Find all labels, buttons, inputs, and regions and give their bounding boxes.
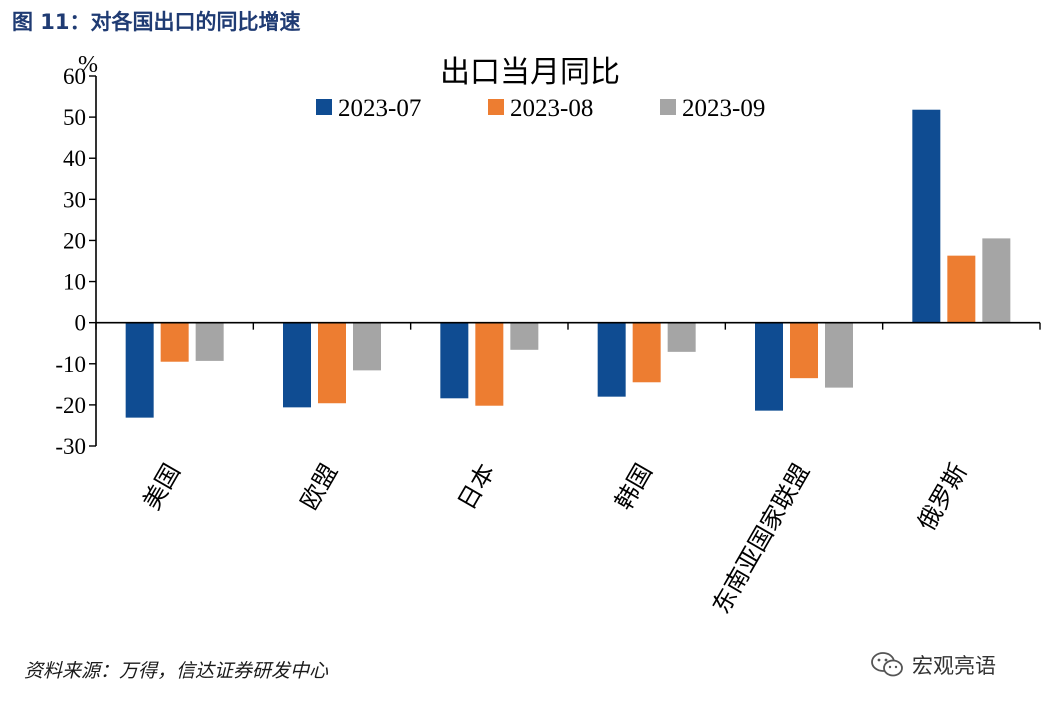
- y-tick-label: 30: [63, 187, 86, 212]
- category-label: 美国: [138, 459, 186, 515]
- y-tick-label: -30: [55, 434, 86, 459]
- bar-2023-07-美国: [125, 322, 154, 418]
- source-note: 资料来源：万得，信达证券研发中心: [24, 660, 329, 682]
- wechat-icon: [871, 652, 903, 677]
- category-label: 日本: [452, 459, 500, 515]
- bar-2023-09-日本: [510, 322, 539, 350]
- chart-title: 出口当月同比: [440, 55, 620, 90]
- bar-2023-09-韩国: [667, 322, 696, 352]
- bar-2023-07-欧盟: [283, 322, 311, 408]
- legend: 2023-07 2023-08 2023-09: [316, 95, 765, 122]
- bar-2023-08-东南亚国家联盟: [790, 322, 818, 379]
- bar-2023-07-东南亚国家联盟: [755, 322, 783, 411]
- y-tick-label: -10: [55, 352, 86, 377]
- category-labels: 美国 欧盟 日本 韩国 东南亚国家联盟 俄罗斯: [138, 459, 973, 618]
- y-tick-label: 20: [63, 228, 86, 253]
- y-tick-label: -20: [55, 393, 86, 418]
- category-label: 韩国: [610, 459, 658, 515]
- bar-2023-07-韩国: [597, 322, 626, 397]
- bar-2023-08-欧盟: [318, 322, 346, 404]
- watermark: 宏观亮语: [870, 648, 996, 682]
- y-tick-label: 40: [63, 146, 86, 171]
- bar-2023-08-美国: [160, 322, 189, 362]
- watermark-text: 宏观亮语: [912, 654, 996, 678]
- bar-2023-07-俄罗斯: [912, 109, 941, 323]
- x-axis: [95, 321, 1041, 330]
- legend-label: 2023-09: [682, 95, 765, 122]
- y-tick-label: 0: [75, 311, 87, 336]
- bar-2023-09-欧盟: [353, 322, 381, 371]
- category-label: 欧盟: [295, 459, 343, 515]
- category-label: 东南亚国家联盟: [707, 459, 815, 618]
- y-axis: 60 50 40 30 20 10 0 -10 -20 -30: [55, 64, 97, 459]
- y-unit-label: %: [78, 52, 98, 78]
- y-tick-label: 60: [63, 64, 86, 89]
- legend-label: 2023-07: [338, 95, 421, 122]
- y-tick-label: 50: [63, 105, 86, 130]
- bar-2023-07-日本: [440, 322, 469, 399]
- category-label: 俄罗斯: [912, 459, 972, 535]
- bar-2023-08-俄罗斯: [947, 255, 976, 323]
- figure-title: 图 11：对各国出口的同比增速: [12, 10, 301, 34]
- bar-2023-09-东南亚国家联盟: [825, 322, 853, 388]
- legend-swatch: [316, 99, 332, 115]
- bar-2023-09-俄罗斯: [982, 238, 1011, 323]
- legend-swatch: [488, 99, 504, 115]
- y-tick-label: 10: [63, 270, 86, 295]
- bar-2023-09-美国: [195, 322, 224, 361]
- bar-2023-08-日本: [475, 322, 504, 406]
- legend-swatch: [660, 99, 676, 115]
- bars: [125, 109, 1011, 418]
- bar-2023-08-韩国: [632, 322, 661, 383]
- legend-label: 2023-08: [510, 95, 593, 122]
